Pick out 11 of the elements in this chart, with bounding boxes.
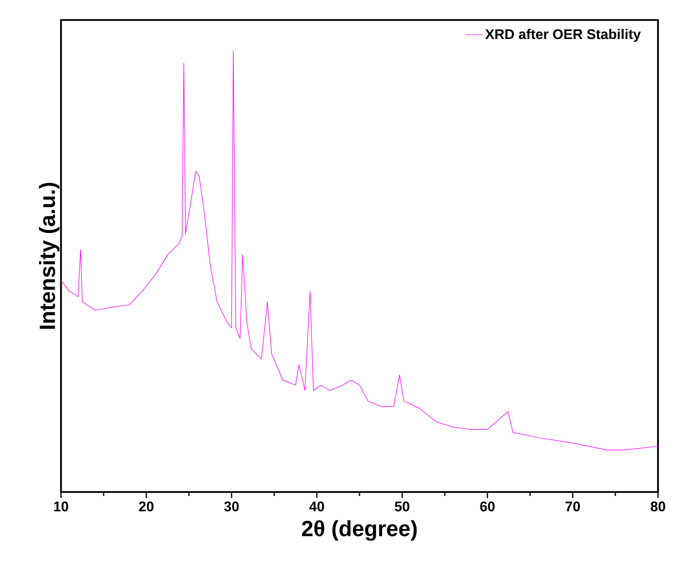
x-tick-label: 70 (566, 501, 580, 512)
legend-label: XRD after OER Stability (485, 28, 641, 42)
x-tick-label: 20 (139, 501, 154, 512)
x-axis-title: 2θ (degree) (302, 520, 417, 541)
x-tick-label: 60 (480, 501, 495, 512)
x-tick-label: 10 (54, 501, 68, 512)
x-tick-label: 80 (650, 501, 666, 512)
y-axis-title: Intensity (a.u.) (39, 182, 60, 329)
x-tick-label: 30 (224, 501, 239, 512)
x-tick-label: 40 (309, 501, 324, 512)
x-tick-label: 50 (394, 501, 410, 512)
